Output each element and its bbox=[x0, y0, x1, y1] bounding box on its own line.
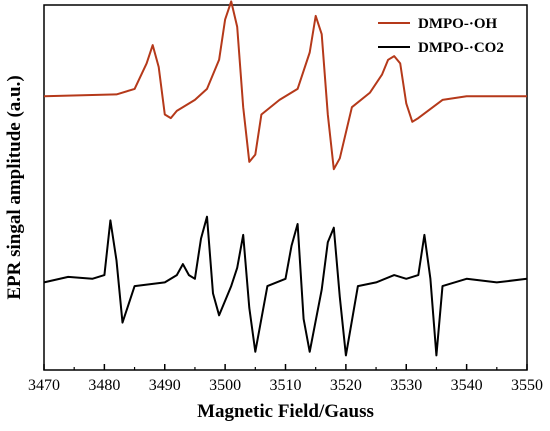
x-tick-label: 3470 bbox=[28, 377, 60, 394]
x-tick-label: 3490 bbox=[149, 377, 181, 394]
x-tick-label: 3540 bbox=[451, 377, 483, 394]
x-tick-label: 3500 bbox=[209, 377, 241, 394]
x-tick-label: 3480 bbox=[88, 377, 120, 394]
x-tick-label: 3520 bbox=[330, 377, 362, 394]
x-axis-title: Magnetic Field/Gauss bbox=[197, 401, 374, 422]
plot-area bbox=[43, 4, 528, 371]
legend-label-2: DMPO-·CO2 bbox=[418, 40, 504, 56]
x-axis: 3470 3480 3490 3500 3510 3520 3530 3540 3550 bbox=[28, 364, 543, 394]
legend: DMPO-·OH DMPO-·CO2 bbox=[378, 16, 504, 56]
legend-label-1: DMPO-·OH bbox=[418, 16, 497, 32]
plot-frame bbox=[43, 4, 528, 371]
y-axis-title: EPR singal amplitude (a.u.) bbox=[4, 75, 25, 299]
x-tick-label: 3510 bbox=[270, 377, 302, 394]
series-line-1 bbox=[43, 0, 527, 171]
x-tick-label: 3550 bbox=[511, 377, 543, 394]
x-tick-label: 3530 bbox=[390, 377, 422, 394]
series-layer bbox=[43, 0, 528, 357]
series-line-2 bbox=[43, 215, 528, 357]
